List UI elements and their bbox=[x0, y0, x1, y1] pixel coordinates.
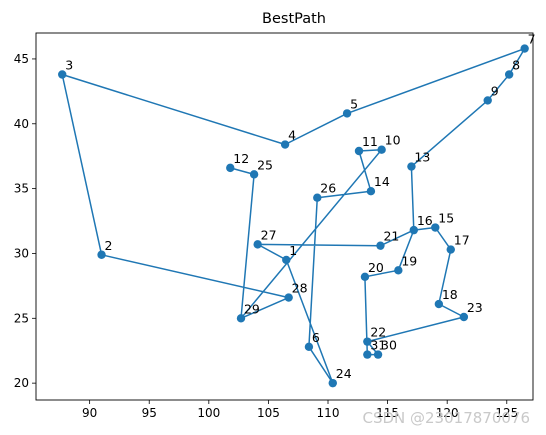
point-label-4: 4 bbox=[288, 128, 296, 143]
point-label-2: 2 bbox=[105, 238, 113, 253]
x-axis: 90 95 100 105 110 115 120 125 bbox=[82, 400, 518, 420]
point-label-26: 26 bbox=[320, 181, 336, 196]
markers-group bbox=[58, 44, 529, 388]
point-label-9: 9 bbox=[491, 83, 499, 98]
point-label-3: 3 bbox=[65, 57, 73, 72]
chart-title: BestPath bbox=[262, 11, 326, 27]
point-marker-19 bbox=[394, 266, 403, 275]
x-tick-label: 110 bbox=[317, 406, 340, 420]
axes-frame bbox=[35, 32, 534, 401]
point-label-7: 7 bbox=[528, 32, 536, 47]
point-label-18: 18 bbox=[442, 287, 458, 302]
y-tick-label: 45 bbox=[14, 52, 29, 66]
point-marker-10 bbox=[377, 145, 386, 154]
point-label-24: 24 bbox=[336, 366, 352, 381]
y-tick-label: 30 bbox=[14, 246, 29, 260]
point-label-12: 12 bbox=[233, 151, 249, 166]
point-label-17: 17 bbox=[454, 233, 470, 248]
point-label-28: 28 bbox=[292, 281, 308, 296]
point-marker-8 bbox=[504, 70, 514, 79]
point-label-23: 23 bbox=[467, 300, 483, 315]
point-label-15: 15 bbox=[438, 211, 454, 226]
path-line bbox=[61, 47, 526, 384]
point-label-30: 30 bbox=[381, 338, 397, 353]
y-tick-label: 25 bbox=[14, 311, 29, 325]
point-marker-20 bbox=[360, 272, 370, 282]
point-marker-27 bbox=[253, 240, 262, 249]
point-marker-1 bbox=[282, 255, 291, 265]
point-marker-7 bbox=[520, 44, 529, 53]
point-marker-30 bbox=[373, 350, 383, 359]
x-tick-label: 115 bbox=[376, 406, 399, 420]
point-marker-18 bbox=[434, 299, 444, 309]
point-marker-4 bbox=[280, 140, 290, 149]
point-label-16: 16 bbox=[417, 213, 433, 228]
point-label-1: 1 bbox=[289, 243, 297, 258]
point-marker-21 bbox=[376, 241, 385, 250]
point-marker-26 bbox=[313, 193, 322, 202]
point-marker-9 bbox=[483, 96, 492, 105]
point-marker-23 bbox=[459, 312, 469, 322]
point-marker-15 bbox=[431, 223, 440, 232]
x-tick-label: 100 bbox=[197, 406, 220, 420]
point-label-13: 13 bbox=[414, 150, 430, 165]
plot-area bbox=[35, 32, 534, 401]
point-marker-16 bbox=[409, 225, 419, 235]
point-label-5: 5 bbox=[350, 96, 358, 111]
point-label-29: 29 bbox=[244, 301, 260, 316]
watermark: CSDN @23017870076 bbox=[362, 409, 530, 427]
y-tick-label: 35 bbox=[14, 182, 29, 196]
point-label-20: 20 bbox=[368, 260, 384, 275]
path-line-group bbox=[61, 47, 526, 384]
point-label-14: 14 bbox=[374, 174, 390, 189]
point-marker-31 bbox=[363, 350, 372, 359]
point-marker-11 bbox=[354, 146, 364, 156]
point-label-8: 8 bbox=[512, 57, 520, 72]
point-label-27: 27 bbox=[261, 227, 277, 242]
x-tick-label: 95 bbox=[142, 406, 157, 420]
point-marker-6 bbox=[304, 342, 314, 352]
y-tick-label: 20 bbox=[14, 376, 29, 390]
point-marker-17 bbox=[446, 245, 455, 254]
x-tick-label: 125 bbox=[495, 406, 518, 420]
x-tick-label: 105 bbox=[257, 406, 280, 420]
point-marker-24 bbox=[328, 378, 337, 388]
point-label-19: 19 bbox=[401, 253, 417, 268]
point-marker-22 bbox=[363, 337, 372, 346]
point-marker-14 bbox=[366, 187, 376, 196]
point-marker-12 bbox=[226, 163, 235, 173]
point-marker-25 bbox=[249, 170, 259, 179]
x-tick-label: 90 bbox=[82, 406, 97, 420]
point-label-25: 25 bbox=[257, 157, 273, 172]
point-marker-3 bbox=[58, 70, 67, 79]
point-label-31: 31 bbox=[370, 338, 386, 353]
point-label-6: 6 bbox=[312, 330, 320, 345]
point-marker-2 bbox=[97, 250, 106, 259]
point-label-21: 21 bbox=[383, 229, 399, 244]
point-marker-13 bbox=[407, 162, 416, 171]
point-label-10: 10 bbox=[385, 133, 401, 148]
point-marker-5 bbox=[342, 109, 352, 118]
y-tick-label: 40 bbox=[14, 117, 29, 131]
y-axis: 20 25 30 35 40 45 bbox=[14, 52, 36, 390]
point-marker-29 bbox=[236, 314, 246, 323]
x-tick-label: 120 bbox=[436, 406, 459, 420]
point-marker-28 bbox=[284, 293, 293, 302]
point-label-11: 11 bbox=[362, 134, 378, 149]
point-label-22: 22 bbox=[370, 325, 386, 340]
